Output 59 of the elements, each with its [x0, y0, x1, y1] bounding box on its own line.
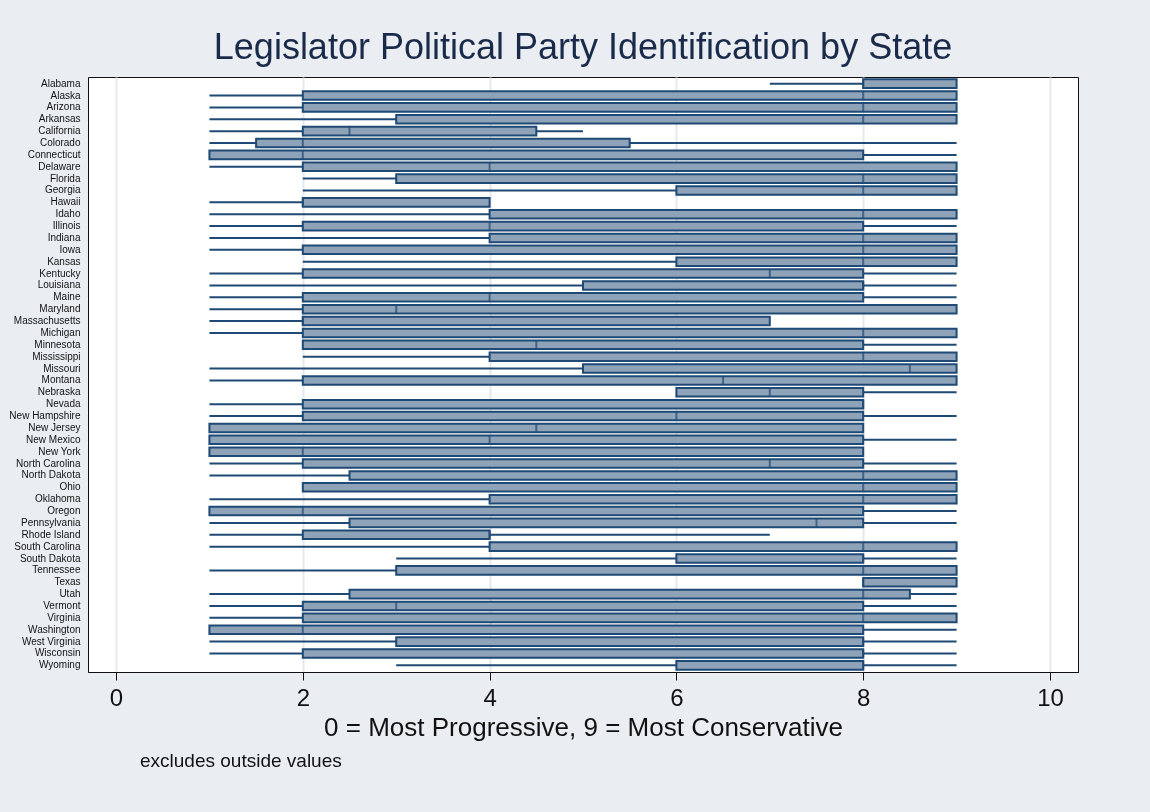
x-tick-label: 4 [483, 683, 497, 711]
x-tick-label: 2 [296, 683, 310, 711]
y-tick-label: Missouri [43, 362, 81, 374]
y-tick-label: Michigan [40, 326, 81, 338]
y-tick-label: Kansas [47, 255, 81, 267]
y-tick-label: Wisconsin [34, 647, 81, 659]
y-tick-label: Arizona [46, 101, 81, 113]
y-tick-label: Iowa [59, 243, 81, 255]
x-tick-label: 8 [857, 683, 871, 711]
x-tick-label: 6 [670, 683, 684, 711]
y-tick-label: Idaho [55, 208, 81, 220]
y-tick-label: Maine [53, 291, 81, 303]
y-tick-label: Kentucky [39, 267, 81, 279]
x-tick-label: 0 [109, 683, 124, 711]
y-tick-label: North Dakota [21, 469, 81, 481]
y-tick-label: New Jersey [28, 421, 81, 433]
y-tick-label: Nevada [46, 398, 81, 410]
y-tick-label: Arkansas [38, 113, 81, 125]
y-tick-label: Georgia [44, 184, 81, 196]
y-tick-label: Hawaii [50, 196, 81, 208]
y-tick-label: California [38, 125, 81, 137]
y-tick-label: Florida [49, 172, 81, 184]
y-tick-label: Tennessee [32, 564, 81, 576]
y-tick-label: Vermont [43, 599, 81, 611]
y-tick-label: Pennsylvania [21, 516, 81, 528]
text: excludes outside values [140, 750, 343, 772]
y-tick-label: Virginia [47, 611, 81, 623]
y-tick-label: West Virginia [21, 635, 81, 647]
y-tick-label: North Carolina [16, 457, 81, 469]
chart-title: Legislator Political Party Identification by State [213, 26, 953, 67]
y-tick-label: Delaware [38, 160, 81, 172]
y-tick-label: Ohio [59, 481, 81, 493]
y-tick-label: Alaska [50, 89, 81, 101]
y-tick-label: Oklahoma [34, 493, 81, 505]
y-tick-label: Utah [59, 588, 81, 600]
y-tick-label: New Mexico [26, 433, 81, 445]
y-tick-label: Washington [28, 623, 81, 635]
y-tick-label: Oregon [47, 505, 81, 517]
y-tick-label: Wyoming [38, 659, 81, 671]
y-tick-label: New Hampshire [9, 410, 81, 422]
y-tick-label: Montana [41, 374, 81, 386]
y-tick-label: Colorado [39, 137, 81, 149]
y-tick-label: Rhode Island [21, 528, 81, 540]
y-tick-label: Texas [54, 576, 81, 588]
y-tick-label: South Carolina [14, 540, 81, 552]
x-tick-label: 10 [1037, 683, 1064, 711]
y-tick-label: Connecticut [27, 148, 81, 160]
y-tick-label: Maryland [39, 303, 81, 315]
y-tick-label: Indiana [47, 231, 81, 243]
x-axis-title: 0 = Most Progressive, 9 = Most Conservative [324, 711, 843, 742]
y-tick-label: Minnesota [34, 338, 81, 350]
y-tick-label: Illinois [52, 220, 81, 232]
y-tick-label: Nebraska [37, 386, 81, 398]
y-tick-label: Massachusetts [13, 315, 81, 327]
y-tick-label: Louisiana [37, 279, 81, 291]
y-tick-label: Mississippi [32, 350, 81, 362]
y-tick-label: New York [38, 445, 82, 457]
y-tick-label: South Dakota [19, 552, 81, 564]
y-tick-label: Alabama [41, 77, 81, 89]
